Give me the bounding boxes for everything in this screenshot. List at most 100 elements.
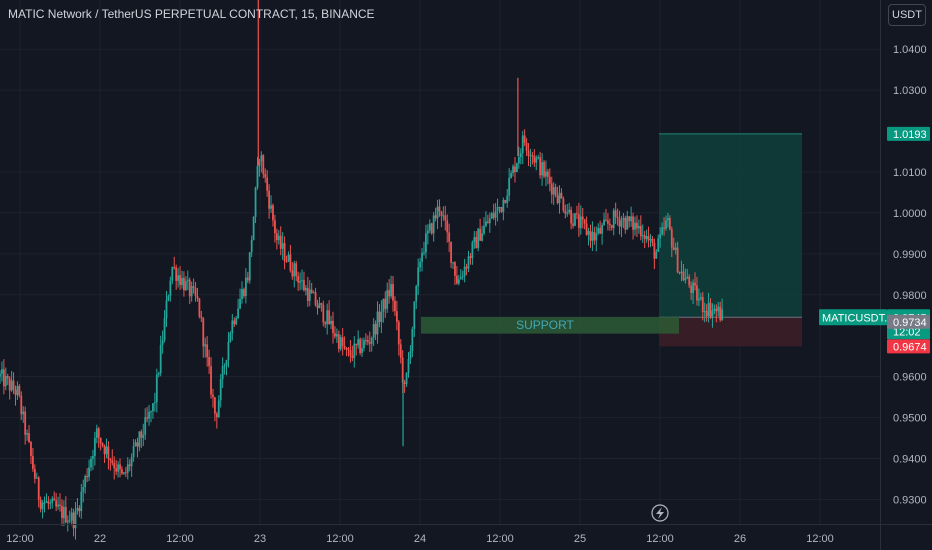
candle-body (103, 445, 106, 455)
candle-body (215, 413, 218, 418)
x-tick-label: 22 (94, 533, 106, 545)
candle-body (353, 343, 356, 358)
candle-body (188, 279, 191, 297)
candle-body (119, 464, 121, 470)
candle-body (626, 216, 629, 230)
candle-body (653, 242, 656, 259)
candle-body (455, 275, 458, 284)
candle-body (92, 456, 94, 459)
candle-body (579, 216, 582, 228)
candle-body (663, 227, 665, 229)
candle-body (717, 306, 720, 312)
x-tick-label: 24 (414, 533, 426, 545)
candle-body (134, 442, 137, 447)
candle-body (132, 446, 135, 458)
candle-body (564, 210, 567, 214)
candle-body (43, 502, 46, 504)
y-tick-label: 0.9800 (893, 290, 927, 302)
candle-body (78, 507, 81, 512)
x-tick-label: 12:00 (646, 533, 674, 545)
candle-body (152, 403, 154, 412)
candle-body (380, 311, 383, 322)
candle-body (297, 276, 300, 283)
candle-body (173, 267, 176, 269)
candle-body (614, 210, 617, 217)
candle-body (636, 222, 638, 229)
candle-body (554, 187, 557, 196)
candle-body (192, 286, 195, 289)
candle-body (316, 305, 319, 309)
candle-body (140, 431, 143, 438)
candle-body (388, 290, 391, 297)
candle-body (494, 211, 497, 218)
candle-body (250, 239, 253, 253)
candle-body (645, 236, 648, 239)
candle-body (225, 360, 228, 366)
target-zone (659, 133, 802, 318)
candle-body (314, 292, 317, 306)
candle-body (343, 345, 346, 349)
candle-body (6, 375, 9, 379)
candle-body (64, 506, 67, 523)
candle-body (597, 227, 600, 234)
chart-title: MATIC Network / TetherUS PERPETUAL CONTR… (8, 7, 375, 21)
candle-body (366, 340, 369, 343)
candle-body (670, 229, 673, 248)
candle-body (345, 348, 348, 350)
candle-body (430, 223, 433, 234)
candle-body (610, 225, 613, 229)
candle-body (256, 166, 259, 188)
candle-body (450, 241, 452, 263)
candle-body (175, 267, 178, 281)
candle-body (386, 290, 389, 309)
candle-body (179, 275, 181, 285)
candle-body (668, 218, 671, 230)
candle-body (275, 233, 278, 241)
replay-icon[interactable] (651, 504, 669, 522)
candle-body (301, 280, 303, 282)
price-axis[interactable]: 1.0400 1.0300 1.0100 1.0000 0.9900 0.9800 0.96… (880, 0, 927, 550)
candle-body (18, 386, 21, 396)
price-badge-text: 1.0193 (893, 129, 927, 141)
candle-body (577, 214, 580, 228)
candle-body (49, 502, 52, 504)
candle-body (169, 280, 172, 297)
x-tick-label: 23 (254, 533, 266, 545)
candle-body (401, 357, 404, 383)
candle-body (289, 254, 292, 271)
candle-body (357, 339, 360, 346)
y-tick-label: 0.9300 (893, 494, 927, 506)
candle-body (500, 207, 503, 212)
candle-body (415, 286, 418, 302)
candle-body (322, 304, 325, 323)
candle-body (591, 232, 594, 241)
candle-body (585, 223, 588, 235)
candle-body (196, 296, 199, 299)
candle-body (181, 278, 183, 285)
candle-body (328, 310, 331, 325)
candle-body (504, 199, 507, 203)
candle-body (258, 161, 261, 167)
candle-body (699, 297, 702, 299)
candle-body (28, 433, 30, 442)
y-tick-label: 0.9900 (893, 249, 927, 261)
candle-body (477, 228, 480, 249)
candle-body (146, 417, 149, 419)
candle-body (47, 501, 50, 504)
candle-body (351, 355, 354, 358)
candle-body (150, 411, 152, 413)
candle-body (639, 225, 642, 237)
candle-body (701, 297, 704, 313)
candle-body (248, 252, 251, 281)
candle-body (341, 337, 344, 346)
y-tick-label: 0.9500 (893, 413, 927, 425)
currency-button[interactable]: USDT (888, 4, 926, 26)
candle-body (707, 302, 710, 317)
candle-body (657, 238, 660, 252)
candle-body (533, 155, 536, 163)
replay-icon-ring (651, 504, 669, 522)
time-axis[interactable]: 12:00 22 12:00 23 12:00 24 12:00 25 12:00 26 12:00 (0, 524, 932, 546)
candle-body (22, 411, 25, 415)
candle-body (41, 502, 44, 510)
